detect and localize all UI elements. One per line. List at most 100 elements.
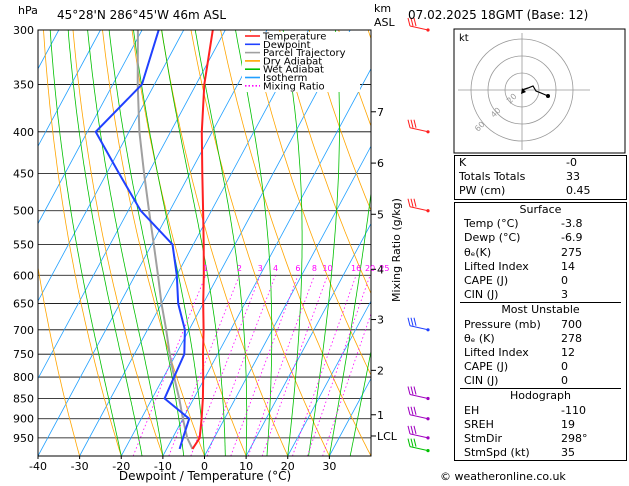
wind-barb-flag xyxy=(407,119,411,128)
hodograph-section: Hodograph EH -110 SREH 19 StmDir 298° StmSpd (… xyxy=(460,388,621,460)
hodograph-point xyxy=(546,94,550,98)
x-tick-label: -40 xyxy=(29,460,47,473)
legend-label: Mixing Ratio xyxy=(263,81,325,92)
table-row: CIN (J) 0 xyxy=(460,374,621,388)
isotherm-line xyxy=(245,222,371,456)
wind-barb-staff xyxy=(409,325,429,331)
datetime-title: 07.02.2025 18GMT (Base: 12) xyxy=(408,8,588,22)
wet-adiabat-line xyxy=(349,349,371,456)
mixing-ratio-line xyxy=(247,275,315,456)
dewpoint-curve xyxy=(94,30,191,450)
row-value: -6.9 xyxy=(561,231,583,245)
wind-barb-base xyxy=(426,28,430,32)
table-row: StmSpd (kt) 35 xyxy=(460,446,621,460)
most-unstable-rows: Pressure (mb) 700 θₑ (K) 278 Lifted Index 12 C… xyxy=(460,318,621,389)
legend-label: Dry Adiabat xyxy=(263,56,322,67)
table-row: Temp (°C) -3.8 xyxy=(460,217,621,231)
pressure-tick-label: 800 xyxy=(13,371,34,384)
isotherm-line xyxy=(162,67,371,456)
table-row: CAPE (J) 0 xyxy=(460,360,621,374)
surface-title: Surface xyxy=(519,203,562,216)
isotherm-line xyxy=(38,30,226,380)
isotherm-line xyxy=(38,30,268,456)
wind-barb-base xyxy=(426,130,430,134)
wet-adiabat-line xyxy=(161,30,226,456)
hpa-label: hPa xyxy=(18,4,38,17)
wet-adiabat-line xyxy=(49,30,122,456)
wind-barb-staff xyxy=(409,414,429,420)
isotherm-line xyxy=(38,30,101,148)
x-tick-label: 0 xyxy=(201,460,208,473)
wind-barb-flag xyxy=(407,438,411,447)
wind-barb-flag xyxy=(410,438,414,447)
wet-adiabat-line xyxy=(108,30,185,456)
x-axis-label: Dewpoint / Temperature (°C) xyxy=(119,469,291,483)
wind-barb-base xyxy=(426,209,430,213)
km-tick-label: 6 xyxy=(377,157,384,170)
row-value: 35 xyxy=(561,446,575,460)
wind-barb-flag xyxy=(407,406,411,415)
legend-label: Wet Adiabat xyxy=(263,65,324,76)
table-row: θₑ (K) 278 xyxy=(460,332,621,346)
legend-label: Dewpoint xyxy=(263,40,311,51)
km-tick-label: 3 xyxy=(377,314,384,327)
mixing-ratio-line xyxy=(168,275,240,456)
wind-barb-flag xyxy=(413,438,417,447)
wind-barb-flag xyxy=(410,406,414,415)
hodograph-unit: kt xyxy=(459,33,469,44)
wind-barb-base xyxy=(426,436,430,440)
wind-barb-flag xyxy=(407,198,411,207)
row-label: Lifted Index xyxy=(464,345,529,359)
isotherm-line xyxy=(38,30,143,225)
pressure-tick-label: 900 xyxy=(13,413,34,426)
wind-barb-flag xyxy=(413,198,417,207)
table-row: K -0 xyxy=(455,156,626,170)
wet-adiabat-line xyxy=(329,190,371,456)
wet-adiabat-line xyxy=(194,30,248,456)
row-value: 700 xyxy=(561,317,582,331)
table-row: EH -110 xyxy=(460,404,621,418)
row-value: 298° xyxy=(561,432,588,445)
legend-label: Temperature xyxy=(262,32,326,43)
row-label: Totals Totals xyxy=(459,170,526,184)
km-tick-label: LCL xyxy=(377,430,398,443)
wet-adiabat-line xyxy=(133,30,205,456)
dry-adiabat-line xyxy=(38,265,80,456)
dry-adiabat-line xyxy=(308,30,371,212)
table-row: θₑ(K) 275 xyxy=(460,246,621,260)
mixing-ratio-line xyxy=(190,275,261,456)
wet-adiabat-line xyxy=(282,30,303,456)
km-label: km xyxy=(374,2,391,15)
dry-adiabat-line xyxy=(131,30,247,456)
row-label: Pressure (mb) xyxy=(464,317,541,331)
row-label: CAPE (J) xyxy=(464,273,509,287)
mixing-ratio-line xyxy=(292,275,357,456)
km-tick-label: 4 xyxy=(377,263,384,276)
km-tick-label: 7 xyxy=(377,106,384,119)
wind-barb-base xyxy=(426,449,430,453)
x-tick-label: 20 xyxy=(281,460,295,473)
table-row: Dewp (°C) -6.9 xyxy=(460,231,621,245)
wind-barb-flag xyxy=(410,317,414,326)
wind-barb-flag xyxy=(410,198,414,207)
most-unstable-section: Most Unstable Pressure (mb) 700 θₑ (K) 278 L… xyxy=(460,302,621,388)
temperature-curve xyxy=(191,30,214,450)
wind-barb-flag xyxy=(410,425,414,434)
x-tick-label: -30 xyxy=(71,460,89,473)
mixing-ratio-label: 20 xyxy=(365,264,375,273)
pressure-tick-label: 550 xyxy=(13,238,34,251)
row-label: Dewp (°C) xyxy=(464,231,521,245)
pressure-tick-label: 400 xyxy=(13,126,34,139)
dry-adiabat-line xyxy=(279,30,371,295)
credit-text: © weatheronline.co.uk xyxy=(440,470,566,483)
row-label: θₑ (K) xyxy=(464,331,495,345)
row-label: EH xyxy=(464,403,480,417)
dry-adiabat-line xyxy=(220,30,371,456)
legend-label: Isotherm xyxy=(263,73,307,84)
row-label: StmDir xyxy=(464,432,503,445)
table-row: PW (cm) 0.45 xyxy=(455,184,626,198)
row-label: Temp (°C) xyxy=(464,217,519,231)
wind-barb-staff xyxy=(409,127,429,133)
